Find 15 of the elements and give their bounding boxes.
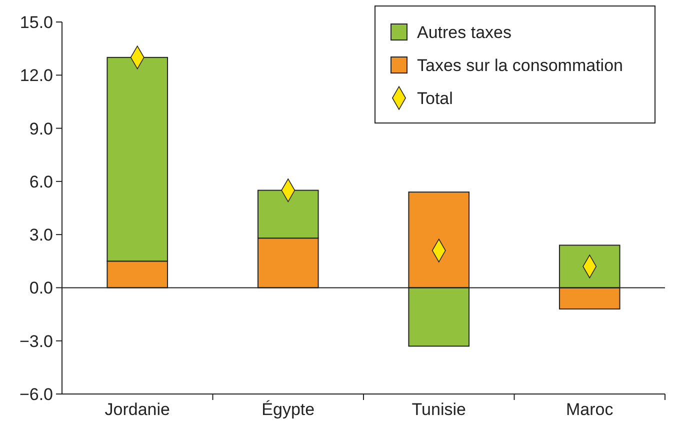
y-tick-label: 0.0 (29, 278, 53, 298)
x-tick-label: Tunisie (412, 400, 466, 419)
x-tick-label: Égypte (262, 400, 315, 419)
x-tick-label: Maroc (566, 400, 614, 419)
y-tick-label: 9.0 (29, 119, 53, 138)
y-tick-label: 12.0 (20, 66, 53, 86)
y-tick-label: 3.0 (29, 226, 53, 245)
y-tick-label: 6.0 (29, 172, 53, 192)
y-tick-label: −3.0 (19, 332, 53, 351)
y-tick-label: −6.0 (19, 385, 53, 404)
legend-label: Total (417, 89, 453, 108)
x-tick-label: Jordanie (104, 400, 170, 419)
legend-label: Taxes sur la consommation (417, 56, 623, 75)
y-tick-label: 15.0 (20, 13, 53, 32)
legend-label: Autres taxes (417, 23, 512, 42)
